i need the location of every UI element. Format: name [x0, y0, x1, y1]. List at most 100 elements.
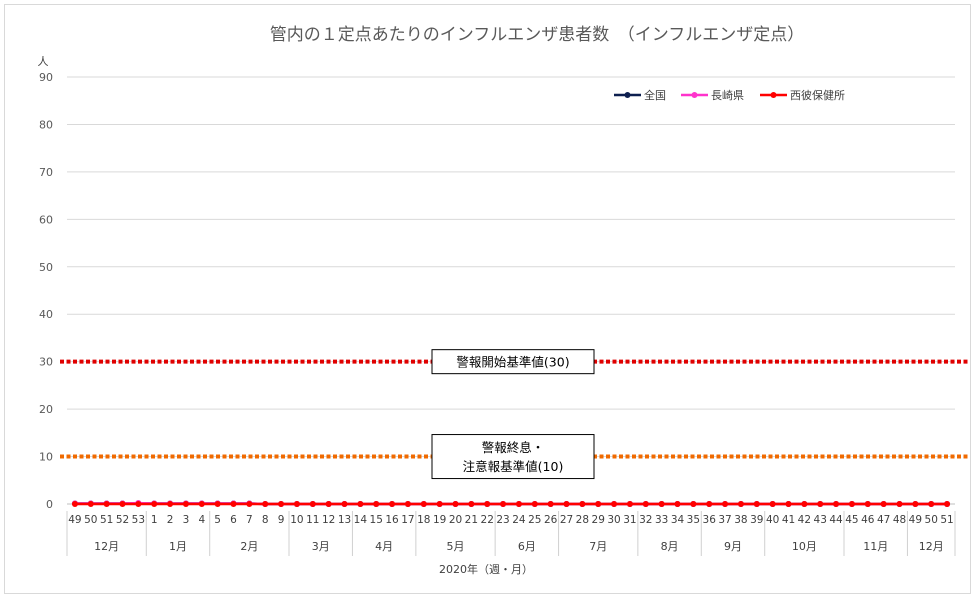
month-label: 5月 — [447, 540, 465, 553]
y-tick-label: 10 — [39, 451, 53, 464]
legend-label: 全国 — [644, 88, 666, 102]
data-point — [214, 501, 221, 507]
data-point — [848, 501, 855, 507]
x-tick-label: 17 — [401, 514, 414, 526]
reference-label: 注意報基準値(10) — [463, 459, 564, 474]
legend-label: 西彼保健所 — [790, 88, 845, 102]
x-tick-label: 25 — [528, 514, 541, 526]
x-tick-label: 53 — [132, 514, 145, 526]
data-point — [357, 501, 364, 507]
x-tick-label: 23 — [496, 514, 509, 526]
data-point — [801, 501, 808, 507]
month-label: 11月 — [863, 540, 888, 553]
data-point — [373, 501, 380, 507]
x-tick-label: 13 — [338, 514, 351, 526]
x-tick-label: 7 — [246, 514, 253, 526]
data-point — [547, 501, 554, 507]
x-tick-label: 8 — [262, 514, 269, 526]
x-tick-label: 2 — [167, 514, 174, 526]
x-tick-label: 26 — [544, 514, 558, 526]
data-point — [87, 501, 94, 507]
x-tick-label: 14 — [354, 514, 368, 526]
data-point — [293, 501, 300, 507]
data-point — [135, 501, 142, 507]
data-point — [880, 501, 887, 507]
legend-label: 長崎県 — [711, 88, 744, 102]
x-axis-title: 2020年（週・月） — [439, 562, 533, 576]
data-point — [531, 501, 538, 507]
y-tick-label: 40 — [39, 308, 53, 321]
data-point — [404, 501, 411, 507]
reference-lines: 警報開始基準値(30) 警報終息・注意報基準値(10) — [60, 349, 970, 480]
x-tick-label: 31 — [623, 514, 636, 526]
y-tick-label: 60 — [39, 213, 53, 226]
data-point — [658, 501, 665, 507]
month-label: 4月 — [375, 540, 393, 553]
month-label: 12月 — [94, 540, 119, 553]
data-point — [420, 501, 427, 507]
data-point — [896, 501, 903, 507]
y-tick-label: 30 — [39, 356, 53, 369]
chart-title: 管内の１定点あたりのインフルエンザ患者数 （インフルエンザ定点） — [270, 25, 804, 45]
data-point — [230, 501, 237, 507]
month-label: 12月 — [919, 540, 944, 553]
x-tick-label: 4 — [198, 514, 205, 526]
x-tick-label: 47 — [877, 514, 890, 526]
month-label: 1月 — [169, 540, 187, 553]
x-tick-label: 43 — [814, 514, 827, 526]
x-tick-label: 6 — [230, 514, 237, 526]
x-tick-label: 20 — [449, 514, 462, 526]
x-tick-label: 49 — [909, 514, 922, 526]
legend: 全国 長崎県 西彼保健所 — [614, 88, 845, 102]
data-point — [674, 501, 681, 507]
x-tick-label: 50 — [925, 514, 938, 526]
y-tick-label: 90 — [39, 71, 53, 84]
x-axis: 49 50 51 52 53 1 2 3 4 5 6 7 8 9 10 11 12 13 14 15 16 17 18 19 2… — [66, 511, 956, 556]
data-point — [912, 501, 919, 507]
data-point — [389, 501, 396, 507]
chart-frame — [4, 4, 971, 594]
y-tick-label: 0 — [46, 498, 53, 511]
x-tick-label: 32 — [639, 514, 652, 526]
x-tick-label: 49 — [68, 514, 81, 526]
data-point — [690, 501, 697, 507]
reference-label-box — [431, 349, 595, 375]
data-point — [753, 501, 760, 507]
x-tick-label: 48 — [893, 514, 906, 526]
x-tick-label: 18 — [417, 514, 430, 526]
data-point — [785, 501, 792, 507]
reference-label: 警報開始基準値(30) — [456, 355, 569, 370]
x-tick-label: 35 — [687, 514, 700, 526]
x-tick-label: 5 — [214, 514, 221, 526]
data-point — [722, 501, 729, 507]
x-tick-label: 3 — [183, 514, 190, 526]
y-tick-label: 80 — [39, 118, 53, 131]
x-tick-label: 36 — [703, 514, 717, 526]
data-point — [579, 501, 586, 507]
y-axis-unit-label: 人 — [38, 55, 49, 68]
data-point — [309, 501, 316, 507]
data-series — [71, 500, 951, 507]
data-point — [626, 501, 633, 507]
month-label: 7月 — [589, 540, 607, 553]
x-tick-label: 28 — [576, 514, 589, 526]
x-tick-label: 34 — [671, 514, 685, 526]
x-tick-label: 21 — [465, 514, 478, 526]
data-point — [325, 501, 332, 507]
data-point — [817, 501, 824, 507]
data-point — [864, 501, 871, 507]
x-tick-label: 50 — [84, 514, 97, 526]
data-point — [484, 501, 491, 507]
x-tick-label: 51 — [100, 514, 113, 526]
data-point — [167, 501, 174, 507]
month-label: 2月 — [240, 540, 258, 553]
y-tick-labels: 0 10 20 30 40 50 60 70 80 90 — [39, 71, 53, 511]
x-tick-label: 42 — [798, 514, 811, 526]
data-point — [769, 501, 776, 507]
x-tick-label: 29 — [592, 514, 605, 526]
x-tick-label: 45 — [845, 514, 858, 526]
legend-swatch-marker — [770, 92, 777, 98]
month-label: 6月 — [518, 540, 536, 553]
x-tick-label: 27 — [560, 514, 573, 526]
